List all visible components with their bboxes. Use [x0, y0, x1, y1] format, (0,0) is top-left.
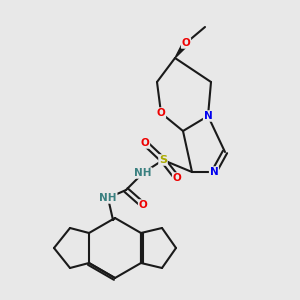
Text: O: O	[172, 173, 182, 183]
Text: N: N	[204, 111, 212, 121]
Text: O: O	[182, 38, 190, 48]
Text: S: S	[159, 155, 167, 165]
Text: NH: NH	[99, 193, 117, 203]
Text: O: O	[141, 138, 149, 148]
Polygon shape	[175, 41, 188, 58]
Text: NH: NH	[134, 168, 152, 178]
Text: O: O	[139, 200, 147, 210]
Text: N: N	[210, 167, 218, 177]
Text: O: O	[157, 108, 165, 118]
